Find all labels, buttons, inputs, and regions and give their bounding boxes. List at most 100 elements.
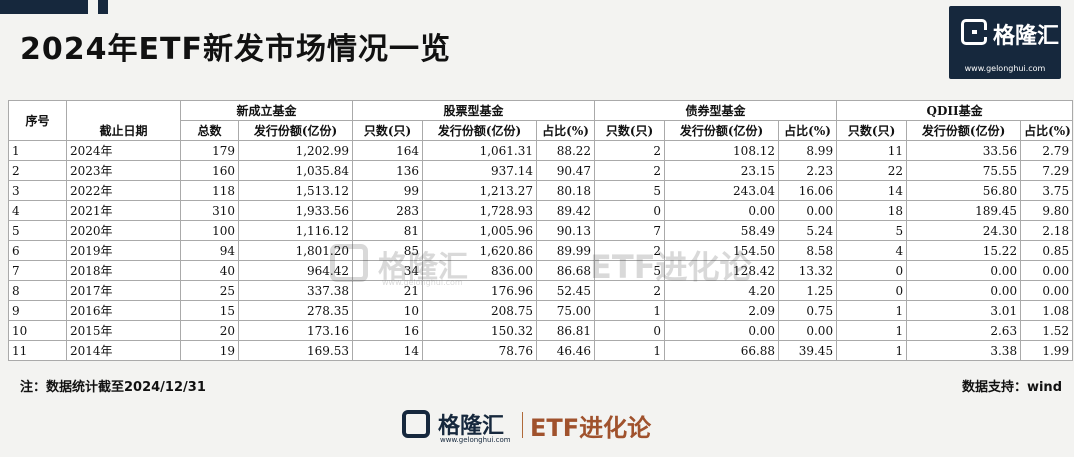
cell-value: 25 [180,280,239,301]
logo-url: www.gelonghui.com [964,64,1046,73]
cell-value: 80.18 [536,180,596,201]
cell-value: 85 [352,240,424,261]
cell-value: 0 [836,260,908,281]
cell-value: 337.38 [237,280,354,301]
subheader: 占比(%) [536,120,596,141]
cell-seq: 10 [8,320,67,341]
cell-date: 2017年 [66,280,181,301]
cell-value: 1,620.86 [422,240,538,261]
cell-value: 150.32 [422,320,538,341]
cell-value: 81 [352,220,424,241]
cell-seq: 5 [8,220,67,241]
table-row: 5 2020年 100 1,116.12 81 1,005.96 90.13 7 58.49 5.… [8,220,1074,241]
cell-value: 3.75 [1020,180,1074,201]
cell-value: 1.52 [1020,320,1074,341]
cell-value: 310 [180,200,239,221]
cell-value: 1,202.99 [237,140,354,161]
cell-value: 1,213.27 [422,180,538,201]
cell-value: 1,513.12 [237,180,354,201]
cell-value: 8.99 [778,140,838,161]
table-row: 6 2019年 94 1,801.20 85 1,620.86 89.99 2 154.50 8.… [8,240,1074,261]
cell-value: 189.45 [906,200,1022,221]
cell-value: 8.58 [778,240,838,261]
cell-value: 0.85 [1020,240,1074,261]
cell-date: 2014年 [66,340,181,361]
cell-value: 4 [836,240,908,261]
group-header: QDII基金 [836,100,1074,121]
footnote: 注：数据统计截至2024/12/31 [20,380,206,395]
cell-value: 128.42 [664,260,780,281]
cell-value: 1,061.31 [422,140,538,161]
cell-value: 2.18 [1020,220,1074,241]
cell-value: 154.50 [664,240,780,261]
footer-brand: 格隆汇 www.gelonghui.com ETF进化论 [402,408,702,444]
cell-value: 19 [180,340,239,361]
cell-value: 1 [594,300,666,321]
cell-value: 75.55 [906,160,1022,181]
subheader: 占比(%) [1020,120,1074,141]
cell-seq: 9 [8,300,67,321]
cell-value: 39.45 [778,340,838,361]
cell-value: 0.00 [1020,260,1074,281]
cell-value: 964.42 [237,260,354,281]
group-header: 股票型基金 [352,100,596,121]
header-seq: 序号 [8,100,67,141]
cell-value: 86.68 [536,260,596,281]
cell-value: 1,801.20 [237,240,354,261]
cell-value: 0.00 [664,320,780,341]
cell-value: 0.00 [906,280,1022,301]
cell-value: 0.00 [778,320,838,341]
table-row: 11 2014年 19 169.53 14 78.76 46.46 1 66.88 39.45 1 3… [8,340,1074,361]
subheader: 发行份额(亿份) [237,120,354,141]
cell-value: 16 [352,320,424,341]
table-row: 2 2023年 160 1,035.84 136 937.14 90.47 2 23.15 2.2… [8,160,1074,181]
cell-value: 1,933.56 [237,200,354,221]
cell-value: 1.25 [778,280,838,301]
cell-value: 89.99 [536,240,596,261]
cell-value: 2 [594,160,666,181]
cell-seq: 2 [8,160,67,181]
table-row: 3 2022年 118 1,513.12 99 1,213.27 80.18 5 243.04 1… [8,180,1074,201]
cell-value: 108.12 [664,140,780,161]
subheader: 占比(%) [778,120,838,141]
cell-seq: 3 [8,180,67,201]
cell-value: 278.35 [237,300,354,321]
cell-value: 7 [594,220,666,241]
header-date: 截止日期 [66,120,181,141]
cell-value: 5 [594,260,666,281]
cell-value: 1 [836,320,908,341]
cell-value: 11 [836,140,908,161]
cell-value: 58.49 [664,220,780,241]
cell-value: 2 [594,240,666,261]
top-accent-block [98,0,108,14]
cell-value: 4.20 [664,280,780,301]
table-row: 8 2017年 25 337.38 21 176.96 52.45 2 4.20 1.25 0 0.0… [8,280,1074,301]
cell-value: 21 [352,280,424,301]
logo-g-icon [961,19,987,45]
cell-value: 9.80 [1020,200,1074,221]
cell-value: 40 [180,260,239,281]
subheader: 只数(只) [836,120,908,141]
footer-g-icon [402,410,430,438]
cell-date: 2015年 [66,320,181,341]
cell-value: 208.75 [422,300,538,321]
brand-logo: 格隆汇 www.gelonghui.com [949,6,1061,79]
cell-seq: 4 [8,200,67,221]
cell-value: 100 [180,220,239,241]
cell-value: 34 [352,260,424,281]
cell-value: 176.96 [422,280,538,301]
cell-value: 86.81 [536,320,596,341]
cell-value: 0.75 [778,300,838,321]
page-title: 2024年ETF新发市场情况一览 [20,32,451,67]
cell-value: 164 [352,140,424,161]
cell-value: 1 [594,340,666,361]
cell-value: 33.56 [906,140,1022,161]
subheader: 只数(只) [594,120,666,141]
subheader: 总数 [180,120,239,141]
cell-value: 0.00 [664,200,780,221]
logo-name: 格隆汇 [993,24,1060,49]
cell-value: 15 [180,300,239,321]
cell-value: 5 [836,220,908,241]
cell-value: 90.47 [536,160,596,181]
cell-value: 56.80 [906,180,1022,201]
